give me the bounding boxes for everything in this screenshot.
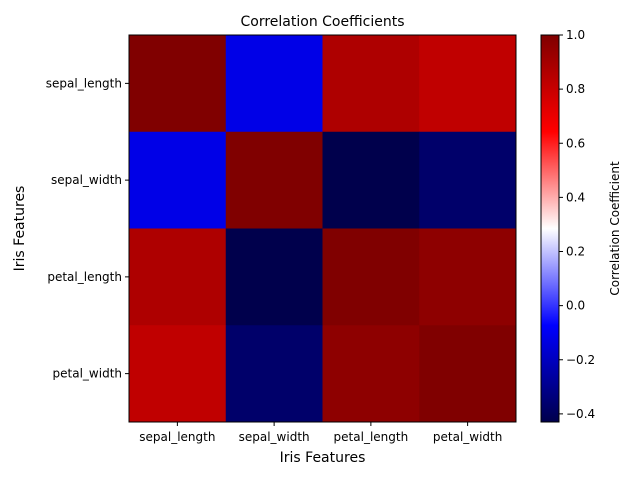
y-tick-label: sepal_length bbox=[46, 76, 122, 90]
heatmap-cell bbox=[129, 35, 227, 133]
y-tick-label: petal_length bbox=[47, 270, 122, 284]
heatmap-cell bbox=[129, 325, 227, 423]
colorbar-tick-label: −0.2 bbox=[566, 353, 595, 367]
x-tick-label: petal_width bbox=[433, 430, 502, 444]
heatmap-cell bbox=[419, 325, 517, 423]
heatmap-cell bbox=[322, 35, 420, 133]
heatmap-cell bbox=[225, 325, 323, 423]
y-tick-label: sepal_width bbox=[51, 173, 122, 187]
heatmap-cells bbox=[129, 35, 517, 423]
colorbar-tick-label: 0.2 bbox=[566, 245, 585, 259]
chart-title: Correlation Coefficients bbox=[241, 14, 405, 30]
heatmap-cell bbox=[225, 228, 323, 326]
x-axis-label: Iris Features bbox=[280, 450, 366, 466]
colorbar-tick-label: 0.8 bbox=[566, 82, 585, 96]
colorbar: −0.4 −0.2 0.0 0.2 0.4 0.6 0.8 1.0 Correlation C… bbox=[540, 28, 622, 423]
colorbar-gradient bbox=[540, 34, 560, 423]
heatmap-cell bbox=[129, 228, 227, 326]
heatmap-cell bbox=[322, 228, 420, 326]
colorbar-tick-label: 0.0 bbox=[566, 299, 585, 313]
heatmap-cell bbox=[322, 131, 420, 229]
heatmap-cell bbox=[225, 131, 323, 229]
heatmap-cell bbox=[322, 325, 420, 423]
y-axis-label: Iris Features bbox=[12, 186, 28, 272]
x-tick-label: sepal_length bbox=[139, 430, 215, 444]
plot-frame bbox=[128, 34, 517, 423]
x-tick-label: petal_length bbox=[334, 430, 409, 444]
colorbar-tick-label: 1.0 bbox=[566, 28, 585, 42]
colorbar-tick-label: −0.4 bbox=[566, 407, 595, 421]
heatmap-cell bbox=[419, 228, 517, 326]
colorbar-ticks: −0.4 −0.2 0.0 0.2 0.4 0.6 0.8 1.0 bbox=[559, 28, 595, 421]
heatmap-cell bbox=[419, 131, 517, 229]
colorbar-tick-label: 0.4 bbox=[566, 190, 585, 204]
y-tick-labels: sepal_length sepal_width petal_lengthpetal… bbox=[46, 76, 129, 381]
heatmap-cell bbox=[225, 35, 323, 133]
x-tick-labels: sepal_length sepal_width petal_length petal… bbox=[139, 422, 502, 444]
x-tick-label: sepal_width bbox=[239, 430, 310, 444]
colorbar-label: Correlation Coefficient bbox=[608, 161, 622, 296]
heatmap-cell bbox=[419, 35, 517, 133]
y-tick-label: petal_width bbox=[53, 367, 122, 381]
heatmap-cell bbox=[129, 131, 227, 229]
colorbar-tick-label: 0.6 bbox=[566, 136, 585, 150]
